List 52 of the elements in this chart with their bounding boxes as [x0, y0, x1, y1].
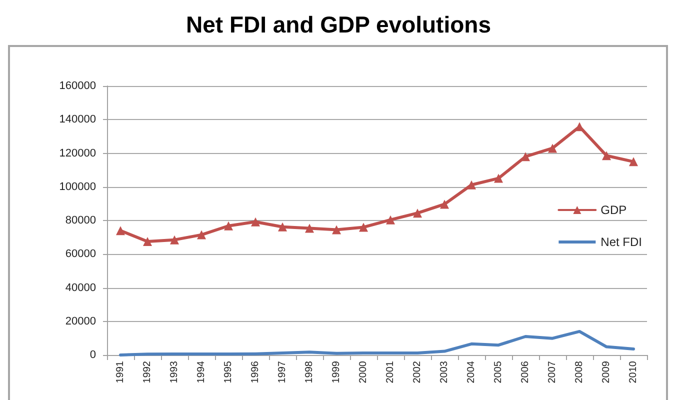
point [224, 221, 233, 230]
point [116, 226, 125, 236]
y-tick-label: 60000 [65, 248, 96, 260]
point [278, 222, 287, 232]
y-tick-label: 160000 [59, 80, 96, 92]
point [386, 215, 395, 224]
x-tick-label: 2002 [412, 360, 423, 384]
x-tick-label: 1993 [169, 360, 180, 384]
legend-label: GDP [600, 203, 627, 217]
x-tick-label: 2006 [520, 360, 531, 384]
x-tick-label: 2009 [601, 360, 612, 384]
point [440, 200, 449, 209]
x-tick-label: 1998 [304, 360, 315, 384]
point [251, 217, 260, 226]
x-tick-label: 2008 [574, 360, 585, 384]
line-series [119, 330, 635, 356]
x-tick-label: 2005 [493, 360, 504, 384]
legend-label: Net FDI [600, 235, 642, 249]
x-tick-label: 1997 [277, 360, 288, 384]
x-tick-label: 1994 [196, 360, 207, 384]
x-tick-label: 2000 [358, 360, 369, 384]
point [494, 174, 503, 183]
x-tick-label: 1996 [250, 360, 261, 384]
point [413, 208, 422, 218]
point [143, 237, 152, 246]
x-tick-label: 2004 [466, 360, 477, 384]
x-tick-label: 2007 [547, 360, 558, 384]
x-tick-label: 2010 [628, 360, 639, 384]
y-tick-label: 120000 [59, 147, 96, 160]
x-tick-label: 1995 [223, 360, 234, 384]
y-tick-label: 100000 [59, 180, 96, 193]
y-tick-label: 20000 [65, 315, 96, 328]
x-tick-label: 1992 [142, 360, 153, 384]
x-tick-label: 1999 [331, 360, 342, 384]
x-tick-label: 2001 [385, 360, 396, 384]
point [629, 157, 638, 166]
y-tick-label: 80000 [65, 214, 96, 226]
y-tick-label: 40000 [65, 282, 96, 294]
point [305, 224, 314, 233]
point [602, 151, 611, 160]
point [548, 144, 557, 153]
point [197, 230, 206, 240]
x-tick-label: 1991 [115, 360, 126, 384]
x-tick-label: 2003 [439, 360, 450, 384]
y-tick-label: 0 [90, 349, 96, 361]
point [359, 222, 368, 232]
point [521, 152, 530, 162]
y-tick-label: 140000 [59, 114, 96, 126]
point [332, 225, 341, 234]
point [170, 235, 179, 244]
point [467, 180, 476, 190]
chart-title: Net FDI and GDP evolutions [186, 12, 491, 38]
